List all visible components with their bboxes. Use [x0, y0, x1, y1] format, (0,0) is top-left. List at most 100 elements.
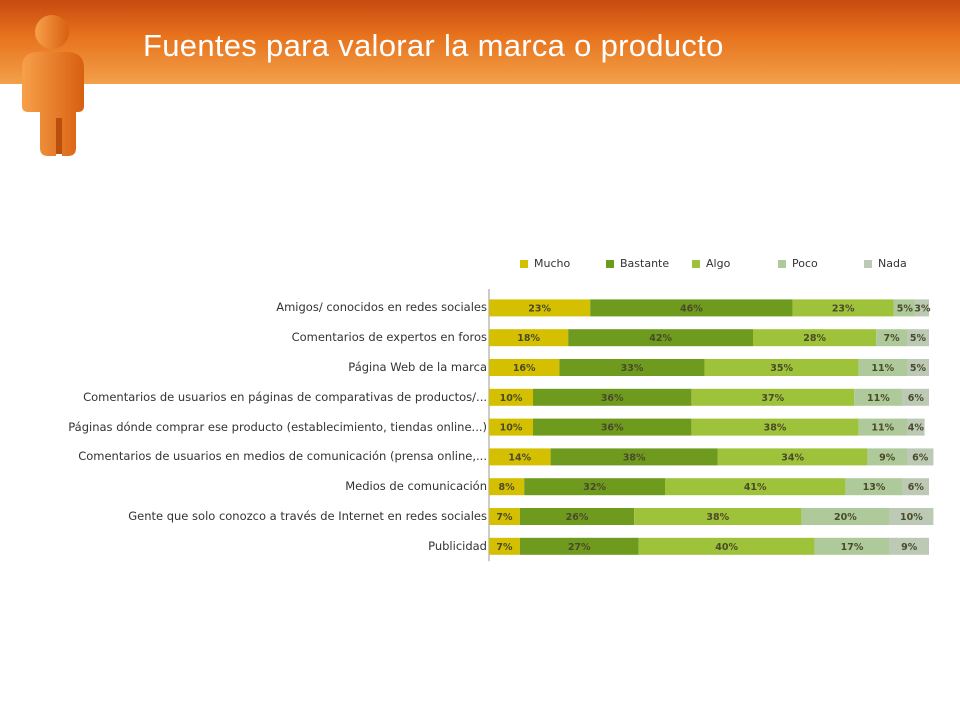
- data-label: 27%: [568, 542, 591, 553]
- legend-label: Mucho: [534, 257, 571, 270]
- chart-legend: Mucho Bastante Algo Poco Nada: [520, 257, 950, 270]
- bar-segment-bastante: [590, 299, 793, 317]
- data-label: 9%: [879, 452, 896, 463]
- bar-segment-mucho: [489, 448, 551, 466]
- bar-segment-poco: [867, 448, 907, 466]
- data-label: 34%: [781, 452, 804, 463]
- person-figure-icon: [22, 15, 84, 156]
- bar-segment-nada: [915, 299, 929, 317]
- legend-swatch: [692, 259, 700, 268]
- legend-item: Nada: [864, 257, 950, 270]
- data-label: 6%: [912, 452, 929, 463]
- data-label: 7%: [496, 512, 513, 523]
- bar-segment-mucho: [489, 329, 569, 347]
- data-label: 32%: [583, 482, 606, 493]
- data-label: 18%: [517, 333, 540, 344]
- bar-segment-nada: [902, 478, 929, 496]
- category-label: Páginas dónde comprar ese producto (esta…: [68, 419, 487, 434]
- data-label: 37%: [761, 393, 784, 404]
- category-label: Publicidad: [428, 538, 487, 553]
- category-label: Gente que solo conozco a través de Inter…: [128, 509, 487, 523]
- data-label: 42%: [649, 333, 672, 344]
- legend-item: Mucho: [520, 257, 606, 270]
- bar-segment-poco: [801, 508, 890, 525]
- bar-segment-poco: [814, 537, 890, 555]
- bar-segment-mucho: [489, 299, 591, 317]
- data-label: 35%: [770, 363, 793, 374]
- bar-segment-poco: [845, 478, 903, 496]
- data-label: 11%: [871, 363, 894, 374]
- category-label: Página Web de la marca: [348, 360, 487, 374]
- category-label: Comentarios de expertos en foros: [291, 330, 487, 345]
- bar-segment-nada: [889, 537, 929, 555]
- data-label: 7%: [496, 542, 513, 553]
- bar-segment-poco: [858, 418, 907, 436]
- data-label: 26%: [566, 512, 589, 523]
- legend-label: Poco: [792, 257, 818, 270]
- data-label: 23%: [832, 303, 855, 314]
- data-label: 40%: [715, 542, 738, 553]
- bar-segment-algo: [634, 508, 802, 525]
- data-label: 10%: [500, 393, 523, 404]
- data-label: 11%: [867, 393, 890, 404]
- legend-swatch: [864, 259, 872, 268]
- data-label: 38%: [623, 452, 646, 463]
- data-label: 41%: [744, 482, 767, 493]
- bar-segment-algo: [704, 359, 859, 376]
- legend-item: Bastante: [606, 257, 692, 270]
- bar-segment-bastante: [533, 418, 692, 436]
- bar-segment-bastante: [533, 388, 692, 406]
- data-label: 13%: [863, 482, 886, 493]
- category-label: Medios de comunicación: [345, 479, 487, 494]
- data-label: 3%: [914, 303, 931, 314]
- bar-segment-poco: [858, 359, 907, 376]
- bar-segment-mucho: [489, 418, 533, 436]
- data-label: 5%: [910, 333, 927, 344]
- bar-segment-mucho: [489, 388, 533, 406]
- data-label: 33%: [621, 363, 644, 374]
- data-label: 8%: [499, 482, 516, 493]
- data-label: 28%: [803, 333, 826, 344]
- data-label: 9%: [901, 542, 918, 553]
- data-label: 23%: [528, 303, 551, 314]
- bar-segment-poco: [893, 299, 916, 317]
- legend-label: Algo: [706, 257, 731, 270]
- data-label: 4%: [908, 423, 925, 434]
- bar-segment-nada: [907, 418, 925, 436]
- bar-segment-mucho: [489, 508, 520, 525]
- data-label: 36%: [601, 423, 624, 434]
- bar-segment-nada: [907, 448, 934, 466]
- data-label: 10%: [500, 423, 523, 434]
- data-label: 38%: [706, 512, 729, 523]
- data-label: 38%: [764, 423, 787, 434]
- legend-label: Nada: [878, 257, 907, 270]
- data-label: 7%: [884, 333, 901, 344]
- bar-segment-mucho: [489, 478, 525, 496]
- bar-segment-nada: [902, 388, 929, 406]
- bar-segment-algo: [691, 388, 855, 406]
- data-label: 16%: [513, 363, 536, 374]
- bar-segment-bastante: [550, 448, 718, 466]
- bar-segment-algo: [665, 478, 846, 496]
- legend-swatch: [778, 259, 786, 268]
- data-label: 46%: [680, 303, 703, 314]
- data-label: 14%: [508, 452, 531, 463]
- bar-segment-bastante: [519, 508, 635, 525]
- data-label: 5%: [897, 303, 914, 314]
- data-label: 6%: [908, 482, 925, 493]
- stacked-bar-chart: 23% 46% 23% 5% 3%18% 42% 28% 7% 5%16% 33% 35% 11% 5%…: [488, 289, 934, 562]
- legend-swatch: [520, 259, 528, 268]
- category-label: Comentarios de usuarios en medios de com…: [78, 449, 487, 464]
- bar-segment-algo: [717, 448, 868, 466]
- bar-segment-poco: [854, 388, 903, 406]
- bar-segment-poco: [876, 329, 907, 347]
- data-label: 36%: [601, 393, 624, 404]
- category-label: Comentarios de usuarios en páginas de co…: [83, 389, 487, 404]
- chart-area: 23% 46% 23% 5% 3% 18% 42% 28% 7% 5% 16% 33% 35% 11% 5%…: [40, 240, 940, 570]
- data-label: 10%: [900, 512, 923, 523]
- bar-segment-algo: [638, 537, 815, 555]
- bar-segment-algo: [691, 418, 859, 436]
- bar-segment-bastante: [559, 359, 705, 376]
- data-label: 11%: [871, 423, 894, 434]
- data-label: 17%: [841, 542, 864, 553]
